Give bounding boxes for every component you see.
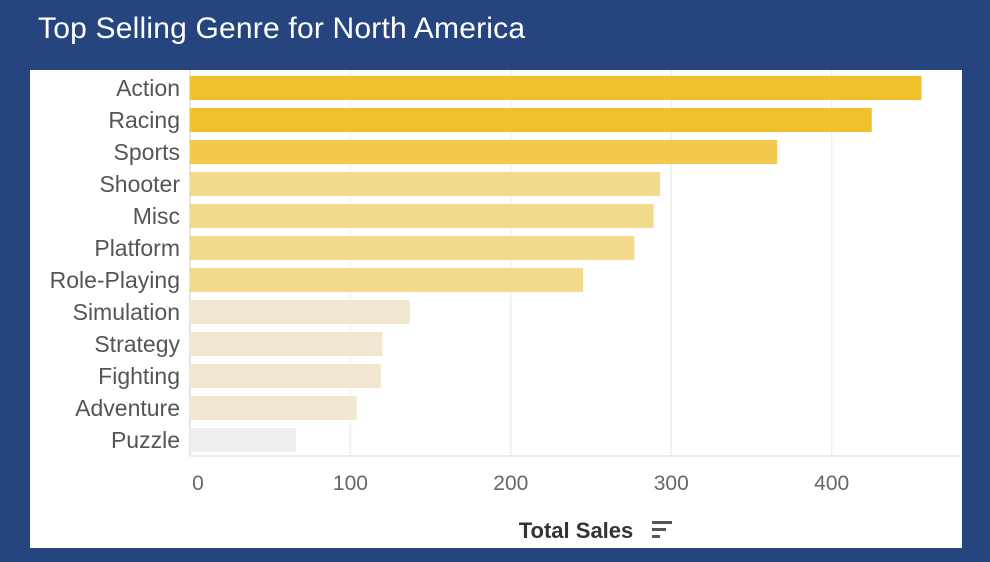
category-label: Platform	[94, 235, 180, 261]
category-label: Action	[116, 75, 180, 101]
x-tick-label: 100	[333, 472, 368, 495]
category-label: Role-Playing	[50, 267, 180, 293]
x-tick-label: 0	[192, 472, 204, 495]
category-label: Misc	[133, 203, 180, 229]
bar-action[interactable]	[190, 76, 922, 100]
category-label: Adventure	[75, 395, 180, 421]
category-label: Simulation	[73, 299, 180, 325]
category-label: Puzzle	[111, 427, 180, 453]
bar-platform[interactable]	[190, 236, 635, 260]
x-tick-label: 300	[654, 472, 689, 495]
bar-strategy[interactable]	[190, 332, 383, 356]
x-tick-label: 200	[493, 472, 528, 495]
bar-shooter[interactable]	[190, 172, 661, 196]
bar-adventure[interactable]	[190, 396, 357, 420]
bar-fighting[interactable]	[190, 364, 381, 388]
category-label: Strategy	[94, 331, 180, 357]
bar-puzzle[interactable]	[190, 428, 296, 452]
bar-racing[interactable]	[190, 108, 872, 132]
chart-panel: Action Racing Sports Shooter Misc Platform Rol…	[30, 70, 962, 548]
sort-descending-icon[interactable]	[652, 521, 672, 538]
bar-chart: Action Racing Sports Shooter Misc Platform Rol…	[50, 70, 960, 543]
category-label: Shooter	[99, 171, 180, 197]
chart-title: Top Selling Genre for North America	[38, 12, 526, 45]
category-label: Sports	[114, 139, 180, 165]
bar-misc[interactable]	[190, 204, 654, 228]
bar-sports[interactable]	[190, 140, 778, 164]
category-label: Fighting	[98, 363, 180, 389]
x-tick-label: 400	[814, 472, 849, 495]
bar-role-playing[interactable]	[190, 268, 584, 292]
bar-simulation[interactable]	[190, 300, 410, 324]
x-axis-title: Total Sales	[519, 518, 634, 543]
category-label: Racing	[108, 107, 180, 133]
